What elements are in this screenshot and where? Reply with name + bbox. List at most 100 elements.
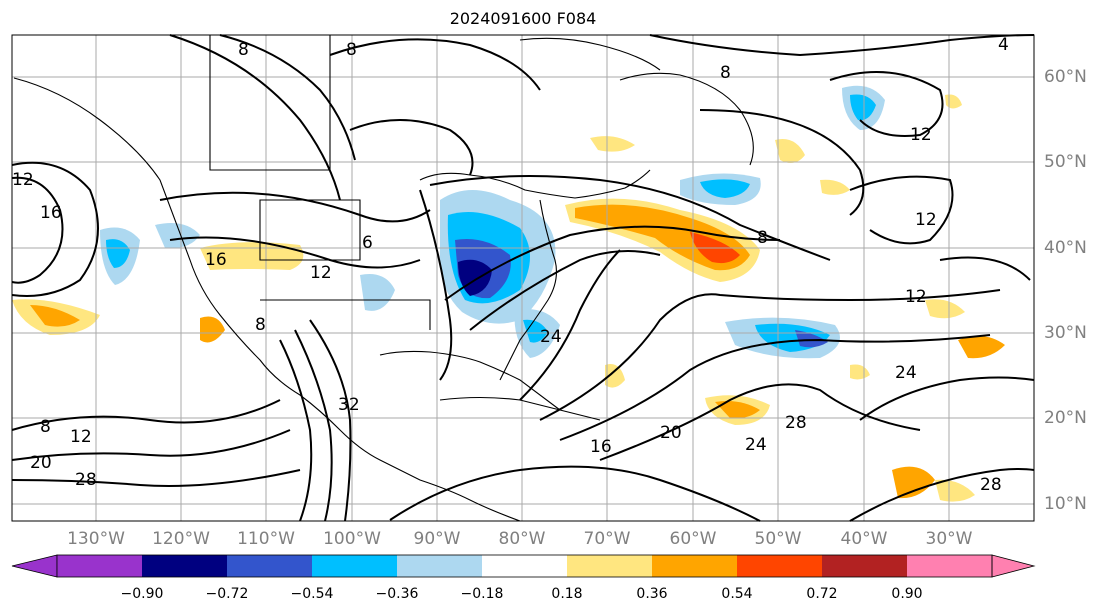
negative-anomaly-region (700, 179, 750, 198)
positive-anomaly-region (605, 364, 625, 388)
contour-line (11, 429, 291, 461)
contour-line (349, 119, 474, 176)
contour-label: 24 (745, 435, 767, 455)
positive-anomaly-region (958, 336, 1005, 359)
colorbar-segment (312, 555, 397, 577)
positive-anomaly-region (715, 401, 760, 419)
contour-label: 28 (785, 413, 807, 433)
contour-label: 8 (238, 40, 249, 60)
colorbar-tick-label: −0.54 (290, 586, 334, 602)
contour-label: 12 (915, 210, 937, 230)
colorbar-segment (907, 555, 992, 577)
longitude-label: 120°W (152, 529, 210, 549)
contour-line (11, 399, 281, 431)
contour-line (11, 161, 99, 297)
state-border (209, 35, 331, 171)
contour-label: 12 (70, 427, 92, 447)
colorbar-segment (567, 555, 652, 577)
colorbar-tick-label: −0.36 (375, 586, 419, 602)
latitude-label: 20°N (1044, 408, 1087, 428)
contour-label: 24 (540, 327, 562, 347)
contour-line (169, 34, 341, 201)
contour-label: 28 (980, 475, 1002, 495)
colorbar-segment (57, 555, 142, 577)
latitude-label: 60°N (1044, 67, 1087, 87)
positive-anomaly-region (935, 479, 975, 502)
colorbar-segment (822, 555, 907, 577)
contour-line (309, 319, 352, 522)
longitude-label: 40°W (840, 529, 888, 549)
contour-label: 16 (590, 437, 612, 457)
contour-labels: 8 8 4 8 12 12 16 16 12 8 6 12 8 12 24 24… (12, 35, 1009, 495)
longitude-label: 30°W (925, 529, 973, 549)
colorbar-tick-label: 0.18 (551, 586, 583, 602)
map-title: 2024091600 F084 (449, 9, 597, 28)
longitude-label: 130°W (67, 529, 125, 549)
contour-label: 8 (255, 315, 266, 335)
contour-line (419, 189, 453, 381)
contour-label: 16 (40, 203, 62, 223)
colorbar-extend-low (11, 554, 58, 578)
contour-label: 12 (910, 125, 932, 145)
contour-label: 12 (905, 287, 927, 307)
longitude-label: 60°W (669, 529, 717, 549)
colorbar-tick-label: 0.90 (891, 586, 923, 602)
contour-label: 8 (40, 417, 51, 437)
contour-line (519, 249, 621, 401)
longitude-label: 80°W (498, 529, 546, 549)
state-border (259, 199, 361, 261)
contour-line (169, 236, 421, 269)
contour-label: 20 (30, 453, 52, 473)
coastline (379, 350, 561, 411)
colorbar-segment (142, 555, 227, 577)
positive-anomaly-region (590, 136, 635, 152)
latitude-label: 30°N (1044, 323, 1087, 343)
colorbar-tick-label: 0.36 (636, 586, 668, 602)
positive-anomaly-region (850, 364, 870, 380)
contour-line (849, 175, 954, 245)
colorbar-frame (56, 554, 993, 578)
contour-line (279, 339, 313, 522)
contour-line (469, 250, 661, 331)
contour-line (389, 465, 761, 522)
contour-label: 4 (998, 35, 1009, 55)
colorbar-tick-label: −0.72 (205, 586, 249, 602)
positive-anomaly-region (820, 179, 850, 195)
contour-line (649, 34, 1035, 57)
negative-anomaly-region (523, 319, 548, 343)
negative-anomaly-region (850, 94, 876, 121)
positive-anomaly-region (892, 466, 935, 499)
longitude-label: 50°W (754, 529, 802, 549)
contour-label: 12 (12, 170, 34, 190)
latitude-label: 10°N (1044, 494, 1087, 514)
contour-line (939, 256, 1031, 281)
colorbar-tick-label: −0.18 (460, 586, 504, 602)
colorbar-segment (227, 555, 312, 577)
colorbar-tick-label: 0.54 (721, 586, 753, 602)
contour-label: 16 (205, 250, 227, 270)
colorbar-segment (737, 555, 822, 577)
positive-anomaly-region (775, 139, 805, 164)
positive-anomaly-region (30, 305, 80, 327)
longitude-label: 110°W (237, 529, 295, 549)
contour-line (294, 329, 333, 522)
state-border (260, 299, 431, 330)
contour-line (444, 225, 781, 301)
latitude-label: 40°N (1044, 238, 1087, 258)
positive-anomaly-region (200, 316, 225, 343)
colorbar-tick-label: 0.72 (806, 586, 838, 602)
contour-line (849, 468, 1035, 522)
contour-line (539, 289, 1001, 421)
contour-line (11, 469, 301, 487)
contour-line (599, 383, 921, 461)
positive-anomaly-region (200, 242, 304, 270)
contour-label: 8 (346, 40, 357, 60)
negative-anomaly-region (106, 239, 130, 268)
contour-label: 8 (720, 63, 731, 83)
contour-label: 6 (362, 233, 373, 253)
map-frame (11, 34, 1035, 522)
contour-label: 28 (75, 470, 97, 490)
contour-line (829, 71, 944, 137)
contour-line (11, 176, 64, 284)
contour-lines (11, 34, 1035, 522)
